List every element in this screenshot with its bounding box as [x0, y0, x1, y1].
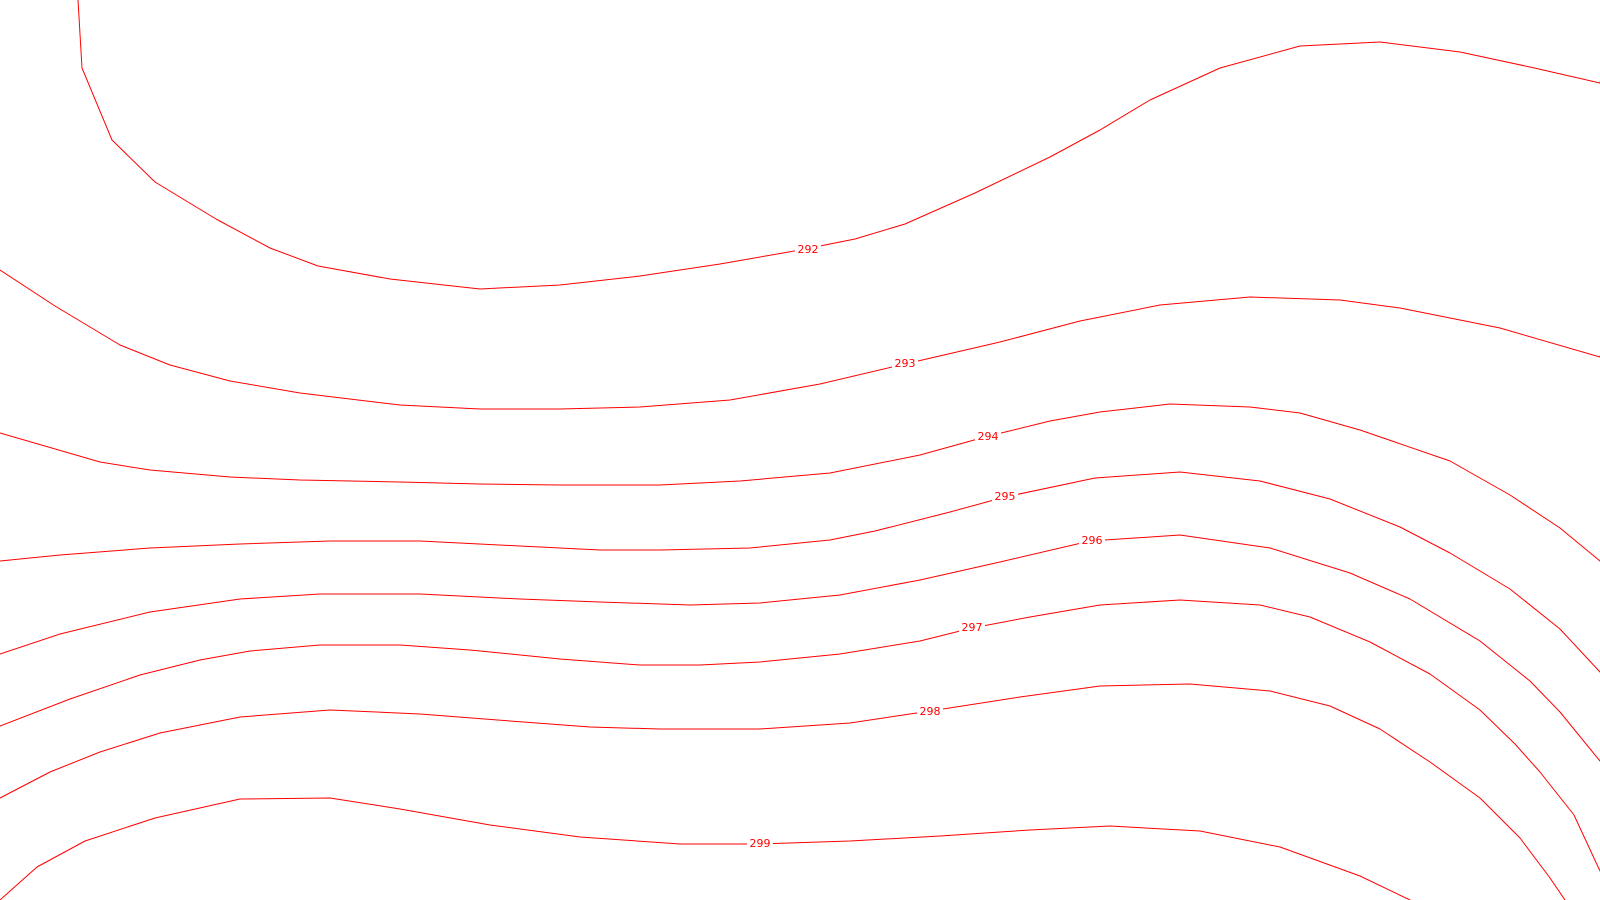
contour-298: 298	[0, 683, 1566, 900]
contour-label-background	[975, 430, 1001, 444]
contour-label-background	[959, 621, 985, 635]
contour-label-background	[1079, 534, 1105, 548]
contour-line	[0, 403, 1600, 562]
contour-label: 296	[1082, 534, 1103, 547]
contour-label-background	[892, 357, 918, 371]
contour-line	[0, 797, 1411, 900]
contour-299: 299	[0, 797, 1411, 900]
contour-label: 298	[920, 705, 941, 718]
contour-294: 294	[0, 403, 1600, 562]
contour-label: 292	[798, 243, 819, 256]
contour-292: 292	[77, 0, 1600, 290]
contour-label: 293	[895, 357, 916, 370]
contour-293: 293	[0, 269, 1600, 410]
contour-label-background	[917, 705, 943, 719]
contour-line	[77, 0, 1600, 290]
contour-295: 295	[0, 471, 1600, 673]
contour-label: 297	[962, 621, 983, 634]
contour-line	[0, 269, 1600, 410]
contour-line	[0, 471, 1600, 673]
contour-line	[0, 599, 1600, 872]
contour-label: 295	[995, 490, 1016, 503]
contour-label-background	[747, 837, 773, 851]
contour-line	[0, 683, 1566, 900]
contour-297: 297	[0, 599, 1600, 872]
contour-line	[0, 534, 1600, 762]
contour-label: 299	[750, 837, 771, 850]
contour-label-background	[992, 490, 1018, 504]
contour-label-background	[795, 243, 821, 257]
contour-296: 296	[0, 534, 1600, 762]
contour-label: 294	[978, 430, 999, 443]
